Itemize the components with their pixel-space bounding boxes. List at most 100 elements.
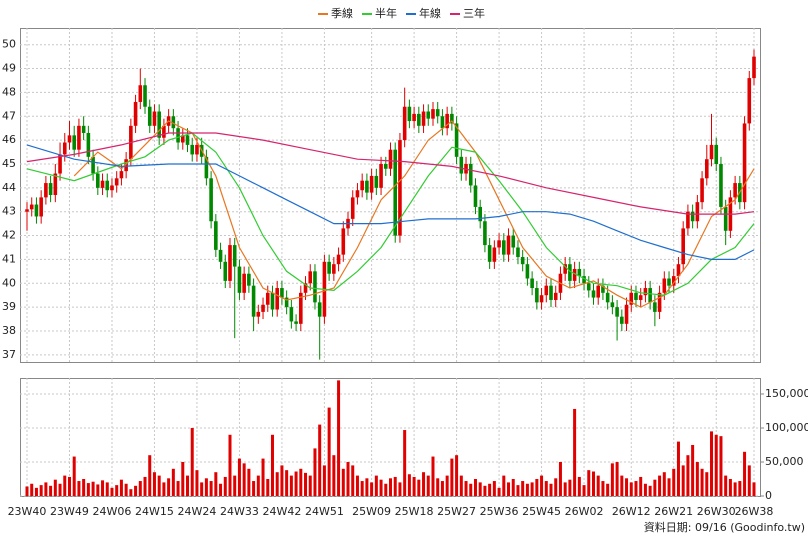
volume-bar xyxy=(219,483,223,496)
volume-bar xyxy=(648,485,652,496)
candle-body xyxy=(525,264,530,279)
volume-bar xyxy=(115,485,119,496)
candle-body xyxy=(686,211,690,229)
volume-bar xyxy=(82,478,86,496)
volume-bar xyxy=(464,481,468,496)
candle-body xyxy=(336,254,341,265)
candle-body xyxy=(417,113,421,126)
volume-bar xyxy=(374,475,378,496)
volume-bar xyxy=(653,479,657,496)
candle-body xyxy=(114,178,119,186)
volume-bar xyxy=(285,470,289,496)
volume-bar xyxy=(459,475,463,496)
candle-body xyxy=(402,106,407,141)
volume-bar xyxy=(544,481,548,496)
volume-bar xyxy=(686,455,690,496)
candle-body xyxy=(629,292,634,305)
y-tick-label: 38 xyxy=(2,324,16,337)
volume-bar xyxy=(30,483,34,496)
volume-bar xyxy=(110,487,114,496)
volume-bar xyxy=(308,475,312,496)
volume-bar xyxy=(96,484,100,496)
volume-bar xyxy=(743,451,747,496)
y2-tick-label: 100,000 xyxy=(765,421,808,434)
x-tick-label: 25W18 xyxy=(395,505,434,518)
volume-bar xyxy=(502,475,506,496)
candle-body xyxy=(313,271,317,303)
candle-body xyxy=(577,268,582,277)
x-tick-label: 23W49 xyxy=(50,505,89,518)
volume-bar xyxy=(606,483,610,496)
candle-body xyxy=(265,292,270,305)
candle-body xyxy=(232,245,237,267)
candle-body xyxy=(653,302,657,312)
y-tick-label: 49 xyxy=(2,62,16,75)
volume-bar xyxy=(247,468,251,496)
y-tick-label: 41 xyxy=(2,252,16,265)
x-tick-label: 24W33 xyxy=(220,505,259,518)
volume-bar xyxy=(365,478,369,496)
volume-bar xyxy=(360,481,364,496)
footer: 資料日期: 09/16 (Goodinfo.tw) xyxy=(644,520,805,534)
candle-body xyxy=(733,183,737,198)
candle-body xyxy=(421,111,426,126)
volume-bar xyxy=(25,486,29,496)
volume-bar xyxy=(63,475,67,496)
volume-bar xyxy=(426,475,430,496)
candle-body xyxy=(671,276,676,286)
candle-body xyxy=(610,302,615,308)
volume-bar xyxy=(747,465,751,496)
volume-bar xyxy=(389,478,392,496)
volume-bar xyxy=(492,481,496,496)
candle-body xyxy=(185,135,190,145)
y-tick-label: 44 xyxy=(2,181,16,194)
x-tick-label: 25W27 xyxy=(437,505,476,518)
candle-body xyxy=(214,221,218,250)
candle-body xyxy=(468,163,473,186)
candle-body xyxy=(620,316,624,324)
volume-bar xyxy=(304,472,308,496)
candle-body xyxy=(657,292,662,312)
candle-body xyxy=(34,204,39,217)
volume-bar xyxy=(152,472,156,496)
candle-body xyxy=(365,180,369,193)
candle-body xyxy=(39,197,43,217)
volume-bar xyxy=(691,444,695,496)
candle-body xyxy=(261,304,265,312)
candle-body xyxy=(582,276,586,284)
volume-bar xyxy=(186,475,190,496)
volume-bar xyxy=(261,458,265,496)
candle-body xyxy=(105,180,110,191)
volume-bar xyxy=(256,475,260,496)
candle-body xyxy=(251,285,256,317)
volume-bar xyxy=(266,478,270,496)
x-tick-label: 26W21 xyxy=(654,505,693,518)
volume-bar xyxy=(714,434,718,496)
candle-body xyxy=(218,249,223,262)
volume-bar xyxy=(601,481,605,496)
volume-bar xyxy=(615,461,619,496)
volume-bar xyxy=(488,483,492,496)
candle-body xyxy=(605,292,610,303)
candle-body xyxy=(634,292,638,300)
volume-bar xyxy=(49,485,53,496)
candle-body xyxy=(152,111,157,126)
volume-bar xyxy=(398,482,402,496)
candle-body xyxy=(615,307,619,317)
y2-tick-label: 150,000 xyxy=(765,387,808,400)
candle-body xyxy=(497,240,501,248)
volume-bar xyxy=(511,478,515,496)
volume-bar xyxy=(157,475,161,496)
volume-bar xyxy=(138,481,142,496)
volume-bar xyxy=(280,465,284,496)
volume-bar xyxy=(705,472,709,496)
candle-body xyxy=(256,311,261,317)
y-tick-label: 45 xyxy=(2,157,16,170)
volume-bar xyxy=(681,465,685,496)
volume-bar xyxy=(204,478,208,496)
candle-body xyxy=(284,297,289,308)
volume-bar xyxy=(67,476,71,496)
volume-bar xyxy=(101,480,105,496)
volume-bar xyxy=(72,456,76,496)
candle-body xyxy=(662,278,667,293)
